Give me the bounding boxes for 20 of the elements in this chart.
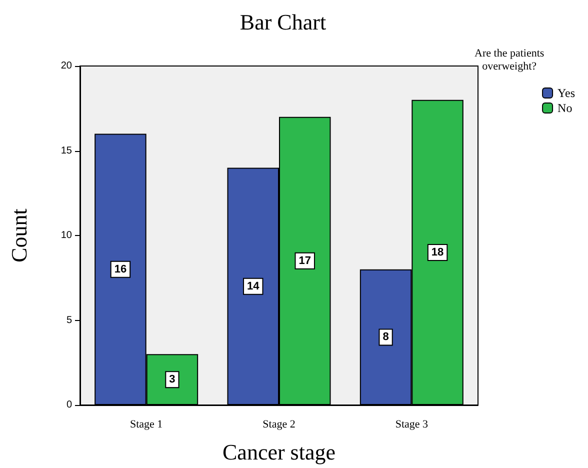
data-label: 14 bbox=[247, 280, 260, 292]
data-label: 8 bbox=[382, 331, 389, 344]
x-tick-label: Stage 1 bbox=[130, 418, 163, 430]
legend-label: No bbox=[558, 101, 572, 115]
y-tick-label: 10 bbox=[60, 230, 72, 241]
y-tick-label: 15 bbox=[60, 145, 72, 156]
data-label: 3 bbox=[169, 374, 176, 386]
chart-title: Bar Chart bbox=[240, 10, 326, 34]
y-tick-label: 0 bbox=[66, 400, 72, 410]
y-tick-label: 20 bbox=[60, 60, 72, 72]
data-label: 16 bbox=[114, 263, 127, 276]
data-label: 18 bbox=[431, 246, 444, 258]
x-tick-label: Stage 3 bbox=[395, 418, 429, 430]
legend-label: Yes bbox=[558, 86, 576, 100]
legend-title: Are the patients overweight? bbox=[474, 48, 544, 72]
x-axis-title: Cancer stage bbox=[222, 440, 336, 464]
data-label: 17 bbox=[298, 254, 311, 267]
x-tick-label: Stage 2 bbox=[262, 418, 296, 430]
y-axis-title: Count bbox=[6, 208, 32, 262]
y-tick-label: 5 bbox=[66, 314, 72, 326]
